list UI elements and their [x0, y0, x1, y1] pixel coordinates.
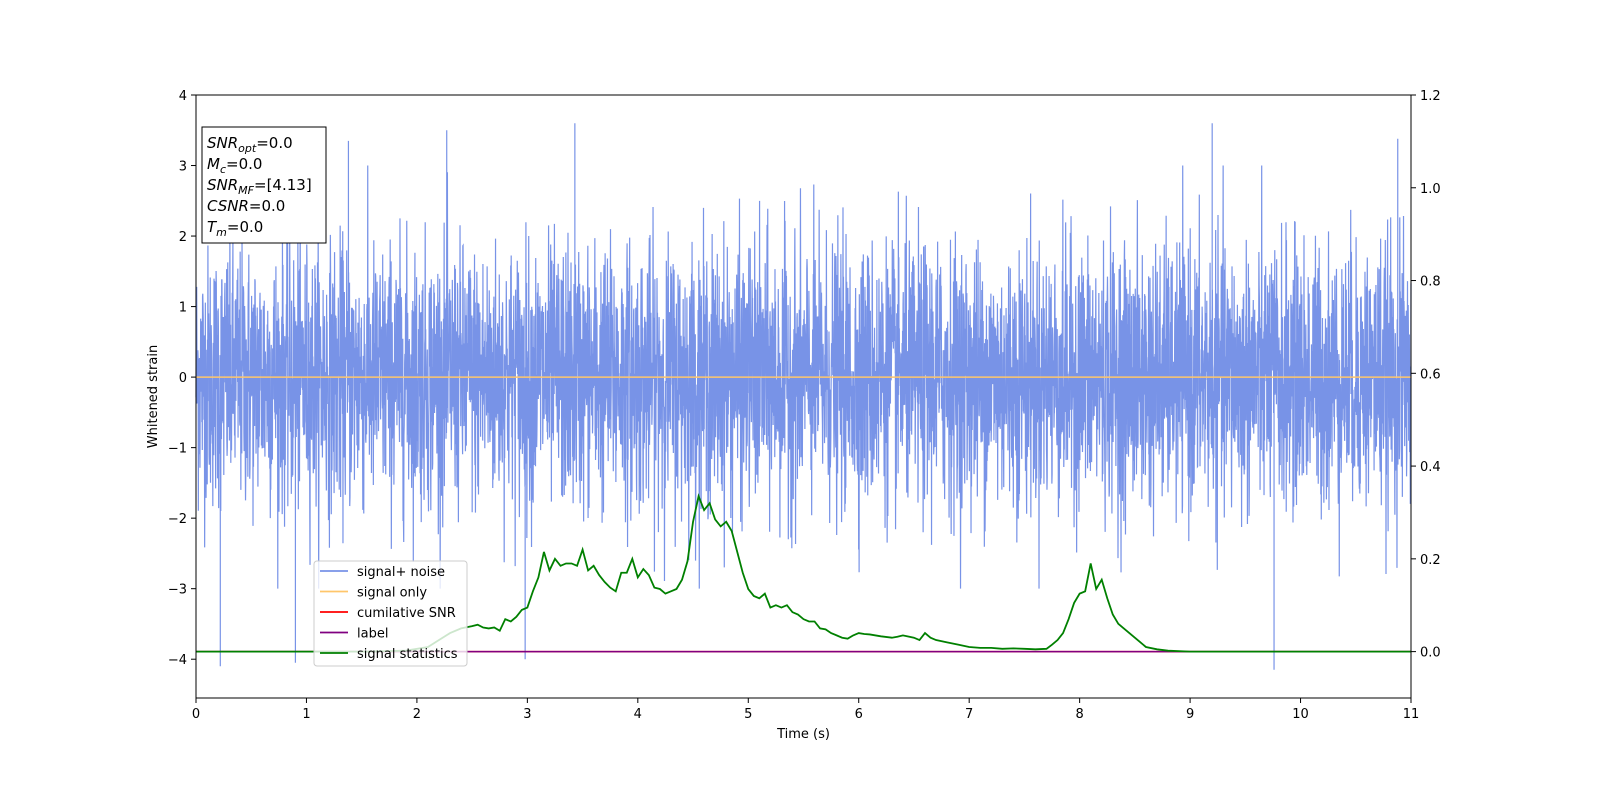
signal-statistics-line [196, 493, 1411, 653]
annotation-line: Tm=0.0 [207, 218, 263, 239]
annotation-line: SNRMF=[4.13] [207, 176, 312, 197]
y-axis-right-ticks: 0.0 0.2 0.4 0.6 0.8 1.0 1.2 [1411, 89, 1441, 661]
annotation-subscript: MF [238, 184, 254, 197]
y-left-tick-label: −3 [168, 583, 187, 598]
annotation-value: =0.0 [227, 218, 263, 236]
legend: signal+ noise signal only cumilative SNR la… [313, 560, 468, 667]
annotation-symbol: M [207, 155, 220, 173]
annotation-symbol: SNR [207, 176, 238, 194]
annotation-line: CSNR=0.0 [207, 197, 285, 215]
y-right-tick-label: 0.2 [1420, 553, 1441, 568]
x-tick-label: 5 [744, 707, 752, 722]
annotation-subscript: opt [238, 142, 257, 155]
x-axis-label: Time (s) [776, 727, 830, 742]
x-axis-ticks: 0 1 2 3 4 5 6 7 8 9 10 11 [192, 698, 1419, 722]
y-left-tick-label: 0 [179, 371, 187, 386]
legend-label: signal+ noise [357, 565, 445, 580]
legend-label: label [320, 627, 388, 642]
y-left-tick-label: 1 [179, 301, 187, 316]
y-left-tick-label: 2 [179, 230, 187, 245]
legend-signal-noise: signal+ noise [320, 565, 445, 580]
x-tick-label: 1 [302, 707, 310, 722]
annotation-subscript: c [220, 163, 226, 176]
annotation-symbol: CSNR [207, 197, 249, 215]
x-tick-label: 10 [1292, 707, 1309, 722]
x-tick-label: 6 [855, 707, 863, 722]
annotation-value: =0.0 [256, 134, 292, 152]
annotation-value: =0.0 [226, 155, 262, 173]
y-right-tick-label: 1.2 [1420, 89, 1441, 104]
legend-label: cumilative SNR [357, 606, 456, 621]
annotation-symbol: SNR [207, 134, 238, 152]
annotation-value: =0.0 [249, 197, 285, 215]
x-tick-label: 8 [1075, 707, 1083, 722]
legend-label: signal only [357, 586, 427, 601]
annotation-symbol: T [207, 218, 218, 236]
legend-signal-statistics: signal statistics [320, 647, 458, 662]
y-left-tick-label: −4 [168, 653, 187, 668]
y-right-tick-label: 0.6 [1420, 367, 1441, 382]
signal-plus-noise-path [195, 123, 1412, 670]
x-tick-label: 4 [634, 707, 642, 722]
legend-signal-only: signal only [320, 586, 427, 601]
y-right-tick-label: 0.0 [1420, 646, 1441, 661]
annotation-line: SNRopt=0.0 [207, 134, 293, 155]
y-right-tick-label: 1.0 [1420, 182, 1441, 197]
y-right-tick-label: 0.8 [1420, 275, 1441, 290]
annotation-line: Mc=0.0 [207, 155, 262, 176]
x-tick-label: 0 [192, 707, 200, 722]
plot-frame [195, 94, 1412, 699]
y-axis-left-ticks: −4 −3 −2 −1 0 1 2 3 4 [168, 89, 196, 668]
annotation-box [201, 126, 327, 244]
x-tick-label: 9 [1186, 707, 1194, 722]
legend-box [313, 560, 468, 667]
y-axis-label: Whitened strain [146, 345, 161, 448]
annotation-subscript: m [216, 226, 227, 239]
x-tick-label: 2 [413, 707, 421, 722]
legend-cumulative-snr: cumilative SNR [320, 606, 456, 621]
y-right-tick-label: 0.4 [1420, 460, 1441, 475]
signal-plus-noise-line [195, 123, 1412, 670]
y-left-tick-label: 4 [179, 89, 187, 104]
stats-annotation-box: SNRopt=0.0Mc=0.0SNRMF=[4.13]CSNR=0.0Tm=0… [201, 126, 327, 244]
legend-label: label [357, 627, 388, 642]
x-tick-label: 3 [523, 707, 531, 722]
x-tick-label: 7 [965, 707, 973, 722]
annotation-value: =[4.13] [254, 176, 312, 194]
y-left-tick-label: −2 [168, 512, 187, 527]
y-left-tick-label: 3 [179, 160, 187, 175]
x-tick-label: 11 [1403, 707, 1420, 722]
y-left-tick-label: −1 [168, 442, 187, 457]
legend-label: signal statistics [357, 647, 458, 662]
